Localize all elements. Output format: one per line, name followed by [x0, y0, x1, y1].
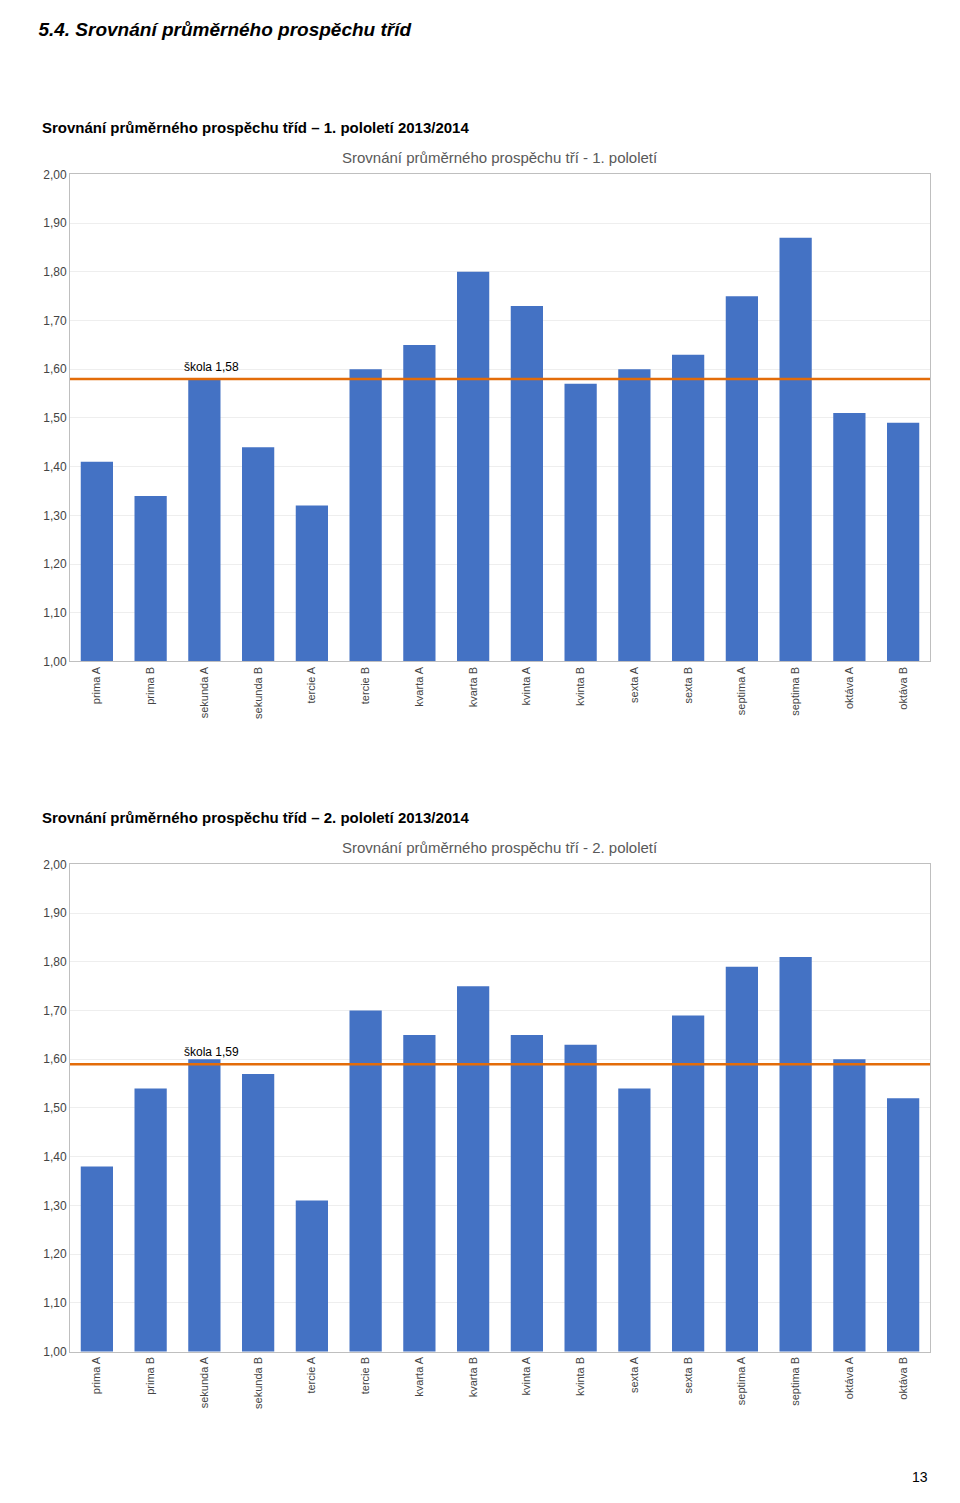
svg-text:tercie A: tercie A [305, 1356, 317, 1393]
svg-text:1,50: 1,50 [43, 411, 67, 425]
svg-text:1,40: 1,40 [43, 460, 67, 474]
svg-text:tercie A: tercie A [305, 666, 317, 703]
svg-text:prima B: prima B [144, 1357, 156, 1395]
svg-text:septima A: septima A [735, 666, 747, 715]
svg-text:5.4. Srovnání průměrného prosp: 5.4. Srovnání průměrného prospěchu tříd [38, 19, 411, 40]
svg-text:sekunda A: sekunda A [198, 1356, 210, 1408]
svg-text:septima B: septima B [789, 667, 801, 716]
svg-text:sexta B: sexta B [682, 667, 694, 704]
svg-text:1,70: 1,70 [43, 314, 67, 328]
svg-text:1,90: 1,90 [43, 906, 67, 920]
svg-text:1,60: 1,60 [43, 1052, 67, 1066]
svg-text:tercie B: tercie B [359, 667, 371, 704]
svg-text:kvarta B: kvarta B [467, 667, 479, 707]
svg-text:sekunda A: sekunda A [198, 666, 210, 718]
svg-text:prima A: prima A [90, 1356, 102, 1394]
svg-text:13: 13 [912, 1469, 928, 1485]
svg-text:kvarta A: kvarta A [413, 1356, 425, 1396]
svg-text:kvinta A: kvinta A [520, 666, 532, 705]
svg-text:septima B: septima B [789, 1357, 801, 1406]
svg-text:škola 1,58: škola 1,58 [184, 360, 239, 374]
svg-text:Srovnání průměrného prospěchu: Srovnání průměrného prospěchu tří - 1. p… [342, 149, 658, 166]
svg-text:1,90: 1,90 [43, 216, 67, 230]
svg-text:kvarta A: kvarta A [413, 666, 425, 706]
svg-text:1,60: 1,60 [43, 362, 67, 376]
svg-text:sekunda B: sekunda B [252, 1357, 264, 1409]
svg-text:tercie B: tercie B [359, 1357, 371, 1394]
svg-text:kvinta B: kvinta B [574, 667, 586, 706]
svg-text:kvinta B: kvinta B [574, 1357, 586, 1396]
svg-text:1,20: 1,20 [43, 1247, 67, 1261]
svg-text:1,80: 1,80 [43, 265, 67, 279]
svg-text:kvarta B: kvarta B [467, 1357, 479, 1397]
svg-text:oktáva A: oktáva A [843, 1356, 855, 1399]
svg-text:1,00: 1,00 [43, 1345, 67, 1359]
svg-text:1,10: 1,10 [43, 606, 67, 620]
svg-text:prima A: prima A [90, 666, 102, 704]
svg-text:sexta A: sexta A [628, 666, 640, 703]
svg-text:1,40: 1,40 [43, 1150, 67, 1164]
svg-text:1,50: 1,50 [43, 1101, 67, 1115]
svg-text:2,00: 2,00 [43, 858, 67, 872]
svg-text:oktáva A: oktáva A [843, 666, 855, 709]
svg-text:sexta A: sexta A [628, 1356, 640, 1393]
svg-text:oktáva B: oktáva B [897, 1357, 909, 1400]
svg-text:1,20: 1,20 [43, 557, 67, 571]
svg-text:Srovnání průměrného prospěchu: Srovnání průměrného prospěchu tříd – 2. … [42, 809, 469, 826]
svg-text:1,80: 1,80 [43, 955, 67, 969]
svg-text:prima B: prima B [144, 667, 156, 705]
svg-text:Srovnání průměrného prospěchu: Srovnání průměrného prospěchu tří - 2. p… [342, 839, 658, 856]
svg-text:1,10: 1,10 [43, 1296, 67, 1310]
svg-text:1,30: 1,30 [43, 1199, 67, 1213]
svg-text:sexta B: sexta B [682, 1357, 694, 1394]
svg-text:oktáva B: oktáva B [897, 667, 909, 710]
svg-text:Srovnání průměrného prospěchu: Srovnání průměrného prospěchu tříd – 1. … [42, 119, 469, 136]
svg-text:škola 1,59: škola 1,59 [184, 1045, 239, 1059]
svg-text:2,00: 2,00 [43, 168, 67, 182]
svg-text:sekunda B: sekunda B [252, 667, 264, 719]
svg-text:1,30: 1,30 [43, 509, 67, 523]
svg-text:1,00: 1,00 [43, 655, 67, 669]
svg-text:septima A: septima A [735, 1356, 747, 1405]
svg-text:1,70: 1,70 [43, 1004, 67, 1018]
svg-text:kvinta A: kvinta A [520, 1356, 532, 1395]
